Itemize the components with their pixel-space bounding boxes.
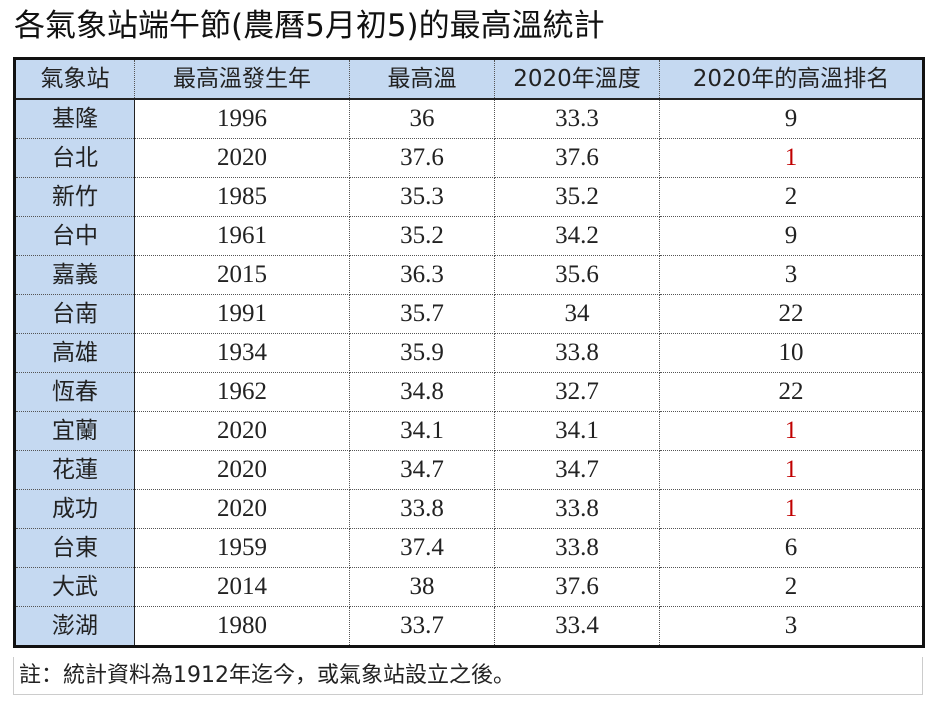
footnote: 註：統計資料為1912年迄今，或氣象站設立之後。 (13, 657, 923, 695)
table-cell: 22 (659, 372, 924, 412)
column-header: 氣象站 (14, 58, 135, 100)
table-cell: 36.3 (349, 255, 495, 295)
table-cell: 37.6 (494, 138, 660, 178)
table-cell: 34.2 (494, 216, 660, 256)
table-cell: 1 (659, 450, 924, 490)
column-header: 最高溫 (349, 58, 495, 100)
header-row: 氣象站 最高溫發生年 最高溫 2020年溫度 2020年的高溫排名 (14, 58, 924, 100)
table-cell: 35.7 (349, 294, 495, 334)
table-cell: 2020 (134, 489, 350, 529)
table-cell: 35.6 (494, 255, 660, 295)
table-cell: 35.2 (349, 216, 495, 256)
table-cell: 2014 (134, 567, 350, 607)
station-name: 台中 (14, 216, 135, 256)
table-cell: 33.4 (494, 606, 660, 647)
station-name: 成功 (14, 489, 135, 529)
table-row: 基隆 1996 36 33.3 9 (14, 99, 924, 139)
table-cell: 1985 (134, 177, 350, 217)
table-cell: 2020 (134, 138, 350, 178)
table-cell: 2020 (134, 411, 350, 451)
station-name: 恆春 (14, 372, 135, 412)
table-cell: 33.8 (349, 489, 495, 529)
table-cell: 1959 (134, 528, 350, 568)
station-name: 台北 (14, 138, 135, 178)
table-cell: 9 (659, 216, 924, 256)
table-cell: 2 (659, 177, 924, 217)
station-name: 宜蘭 (14, 411, 135, 451)
table-cell: 22 (659, 294, 924, 334)
table-cell: 33.8 (494, 528, 660, 568)
temperature-table: 氣象站 最高溫發生年 最高溫 2020年溫度 2020年的高溫排名 基隆 1996 36 33… (13, 57, 925, 648)
table-cell: 35.9 (349, 333, 495, 373)
table-cell: 6 (659, 528, 924, 568)
table-cell: 33.7 (349, 606, 495, 647)
table-cell: 1 (659, 411, 924, 451)
table-cell: 10 (659, 333, 924, 373)
table-cell: 3 (659, 606, 924, 647)
table-cell: 35.2 (494, 177, 660, 217)
table-cell: 34.7 (349, 450, 495, 490)
page-title: 各氣象站端午節(農曆5月初5)的最高溫統計 (14, 8, 605, 44)
table-row: 嘉義 2015 36.3 35.6 3 (14, 255, 924, 295)
table-cell: 35.3 (349, 177, 495, 217)
table-row: 台中 1961 35.2 34.2 9 (14, 216, 924, 256)
table-row: 恆春 1962 34.8 32.7 22 (14, 372, 924, 412)
column-header: 最高溫發生年 (134, 58, 350, 100)
table-row: 台北 2020 37.6 37.6 1 (14, 138, 924, 178)
station-name: 澎湖 (14, 606, 135, 647)
table-row: 花蓮 2020 34.7 34.7 1 (14, 450, 924, 490)
station-name: 新竹 (14, 177, 135, 217)
table-cell: 1 (659, 489, 924, 529)
table-cell: 33.8 (494, 333, 660, 373)
table-cell: 33.3 (494, 99, 660, 139)
table-cell: 34.8 (349, 372, 495, 412)
station-name: 台東 (14, 528, 135, 568)
station-name: 基隆 (14, 99, 135, 139)
table-row: 台東 1959 37.4 33.8 6 (14, 528, 924, 568)
table-cell: 1962 (134, 372, 350, 412)
table-row: 大武 2014 38 37.6 2 (14, 567, 924, 607)
station-name: 高雄 (14, 333, 135, 373)
column-header: 2020年溫度 (494, 58, 660, 100)
station-name: 嘉義 (14, 255, 135, 295)
table-cell: 1961 (134, 216, 350, 256)
station-name: 台南 (14, 294, 135, 334)
table-cell: 2015 (134, 255, 350, 295)
station-name: 花蓮 (14, 450, 135, 490)
table-cell: 1996 (134, 99, 350, 139)
table-cell: 3 (659, 255, 924, 295)
table-cell: 34 (494, 294, 660, 334)
table-cell: 37.4 (349, 528, 495, 568)
table-row: 高雄 1934 35.9 33.8 10 (14, 333, 924, 373)
table-cell: 1980 (134, 606, 350, 647)
table-cell: 1991 (134, 294, 350, 334)
table-cell: 34.7 (494, 450, 660, 490)
table-cell: 9 (659, 99, 924, 139)
table-cell: 33.8 (494, 489, 660, 529)
table-cell: 37.6 (349, 138, 495, 178)
table-row: 宜蘭 2020 34.1 34.1 1 (14, 411, 924, 451)
table-row: 成功 2020 33.8 33.8 1 (14, 489, 924, 529)
table-cell: 1 (659, 138, 924, 178)
table-row: 澎湖 1980 33.7 33.4 3 (14, 606, 924, 647)
table-cell: 34.1 (494, 411, 660, 451)
table-row: 台南 1991 35.7 34 22 (14, 294, 924, 334)
table-cell: 36 (349, 99, 495, 139)
table-cell: 2020 (134, 450, 350, 490)
table-cell: 2 (659, 567, 924, 607)
station-name: 大武 (14, 567, 135, 607)
column-header: 2020年的高溫排名 (659, 58, 924, 100)
table-cell: 38 (349, 567, 495, 607)
table-cell: 32.7 (494, 372, 660, 412)
table-cell: 37.6 (494, 567, 660, 607)
table-cell: 1934 (134, 333, 350, 373)
table-cell: 34.1 (349, 411, 495, 451)
table-row: 新竹 1985 35.3 35.2 2 (14, 177, 924, 217)
